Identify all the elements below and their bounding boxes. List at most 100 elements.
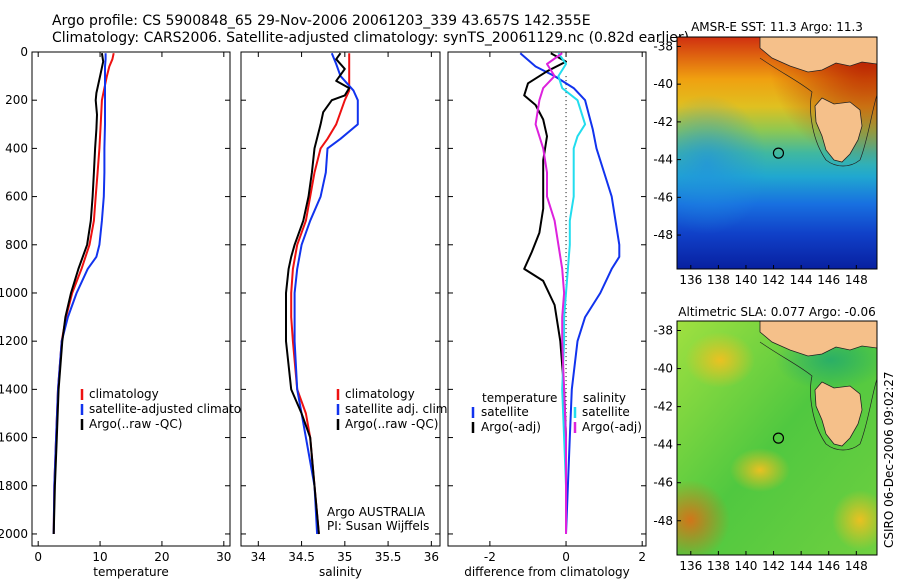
temp-y-tick-label: 2000 (0, 527, 28, 541)
sst-float-position-marker (772, 147, 785, 159)
sla-y-tick-label: -48 (653, 514, 673, 528)
header-line2: Climatology: CARS2006. Satellite-adjuste… (52, 30, 689, 46)
diff-series-salinity-satellite (557, 52, 587, 534)
sst-y-tick-label: -48 (653, 228, 673, 242)
sla-high-anomaly (685, 332, 755, 388)
sla-y-tick-label: -38 (653, 324, 673, 338)
sal-series-argo-raw-qc- (285, 52, 351, 535)
diff-x-tick-label: 2 (638, 550, 646, 564)
sla-x-tick-label: 138 (707, 559, 730, 573)
tasmania (814, 97, 863, 163)
sla-y-tick-label: -40 (653, 362, 673, 376)
sla-x-tick-label: 140 (735, 559, 758, 573)
sst-x-tick-label: 144 (790, 273, 813, 287)
sla-moderate-anomaly-east (832, 490, 877, 550)
temp-legend-label: climatology (89, 387, 159, 401)
sal-legend-label: satellite adj. clim. (345, 402, 451, 416)
temp-y-tick-label: 400 (5, 141, 28, 155)
sal-x-tick-label: 34.5 (288, 550, 315, 564)
sst-x-tick-label: 146 (817, 273, 840, 287)
diff-x-tick-label: -2 (484, 550, 496, 564)
temp-legend-label: satellite-adjusted climatology (89, 402, 267, 416)
diff-legend-salinity-title: salinity (583, 391, 626, 405)
sal-x-tick-label: 35.5 (375, 550, 402, 564)
sst-y-tick-label: -44 (653, 153, 673, 167)
diff-legend-temp-label: Argo(-adj) (481, 420, 541, 434)
difference-profile-panel: -2 0 2 difference from climatology temperatu… (447, 51, 647, 579)
tasmania-sla (814, 381, 863, 447)
sst-y-tick-label: -42 (653, 115, 673, 129)
salinity-profile-panel: 34 34.5 35 35.5 36 salinity climatologysatelli… (240, 51, 451, 579)
sst-y-tick-label: -46 (653, 190, 673, 204)
sal-legend-label: climatology (345, 387, 415, 401)
sal-x-axis-label: salinity (319, 565, 362, 579)
diff-legend-temp-label: satellite (481, 405, 529, 419)
temp-x-tick-label: 20 (154, 550, 169, 564)
temperature-profile-panel: 0 10 20 30 temperature 0 200 400 600 800 1000 1200 1… (0, 45, 267, 579)
temp-y-tick-label: 1800 (0, 479, 28, 493)
sst-map-title: AMSR-E SST: 11.3 Argo: 11.3 (691, 20, 863, 34)
sla-moderate-anomaly (730, 448, 790, 492)
sal-legend-label: Argo(..raw -QC) (345, 417, 438, 431)
sst-map-panel: AMSR-E SST: 11.3 Argo: 11.3 136 138 140 142… (653, 20, 878, 287)
temp-plot-frame (31, 51, 231, 547)
sla-x-tick-label: 146 (817, 559, 840, 573)
sal-x-tick-label: 36 (424, 550, 439, 564)
sal-series-satellite-adj-clim- (293, 52, 359, 535)
sst-y-tick-label: -38 (653, 39, 673, 53)
temp-y-tick-label: 800 (5, 238, 28, 252)
diff-legend-sal-label: Argo(-adj) (582, 420, 642, 434)
diff-series-salinity-argo-adj- (534, 52, 567, 534)
sal-x-tick-label: 35 (337, 550, 352, 564)
sal-annotation-line: PI: Susan Wijffels (327, 519, 429, 533)
diff-x-tick-label: 0 (562, 550, 570, 564)
temp-x-tick-label: 10 (92, 550, 107, 564)
sal-annotation-line: Argo AUSTRALIA (327, 505, 426, 519)
temp-series-argo-raw-qc- (52, 53, 105, 535)
sst-x-tick-label: 142 (762, 273, 785, 287)
sla-y-tick-label: -42 (653, 400, 673, 414)
header-line1: Argo profile: CS 5900848_65 29-Nov-2006 … (52, 13, 591, 29)
sal-plot-frame (240, 51, 441, 547)
temp-y-tick-label: 1400 (0, 382, 28, 396)
temp-y-tick-label: 1600 (0, 431, 28, 445)
diff-plot-frame (447, 51, 647, 547)
mainland-australia (759, 37, 877, 73)
diff-legend-sal-label: satellite (582, 405, 630, 419)
temp-x-axis-label: temperature (93, 565, 168, 579)
sla-map-frame (676, 320, 878, 556)
mainland-australia-sla (759, 321, 877, 357)
temp-y-tick-label: 1000 (0, 286, 28, 300)
diff-x-axis-label: difference from climatology (464, 565, 630, 579)
diff-legend-temperature-title: temperature (482, 391, 557, 405)
sst-x-tick-label: 138 (707, 273, 730, 287)
sla-map-title: Altimetric SLA: 0.077 Argo: -0.06 (678, 305, 875, 319)
sla-x-tick-label: 144 (790, 559, 813, 573)
sla-float-position-marker (772, 432, 785, 444)
sla-x-tick-label: 142 (762, 559, 785, 573)
sst-y-tick-label: -40 (653, 77, 673, 91)
temp-y-tick-label: 0 (20, 45, 28, 59)
credit-stamp: CSIRO 06-Dec-2006 09:02:27 (882, 371, 896, 548)
sla-y-tick-label: -44 (653, 438, 673, 452)
sla-map-panel: Altimetric SLA: 0.077 Argo: -0.06 136 138… (653, 305, 878, 573)
temp-y-tick-label: 200 (5, 93, 28, 107)
sal-x-tick-label: 34 (251, 550, 266, 564)
sla-x-tick-label: 148 (845, 559, 868, 573)
sst-map-frame (676, 36, 878, 270)
temp-x-tick-label: 0 (34, 550, 42, 564)
sst-x-tick-label: 136 (679, 273, 702, 287)
temp-y-tick-label: 600 (5, 190, 28, 204)
temp-y-tick-label: 1200 (0, 334, 28, 348)
temp-legend-label: Argo(..raw -QC) (89, 417, 182, 431)
sal-series-climatology (290, 53, 351, 535)
shelf-contour (759, 57, 877, 167)
sla-y-tick-label: -46 (653, 476, 673, 490)
sla-high-anomaly-south (677, 480, 730, 555)
sst-x-tick-label: 140 (735, 273, 758, 287)
sla-x-tick-label: 136 (679, 559, 702, 573)
diff-series-temperature-satellite (519, 52, 621, 535)
shelf-contour-sla (759, 341, 877, 451)
temp-x-tick-label: 30 (216, 550, 231, 564)
